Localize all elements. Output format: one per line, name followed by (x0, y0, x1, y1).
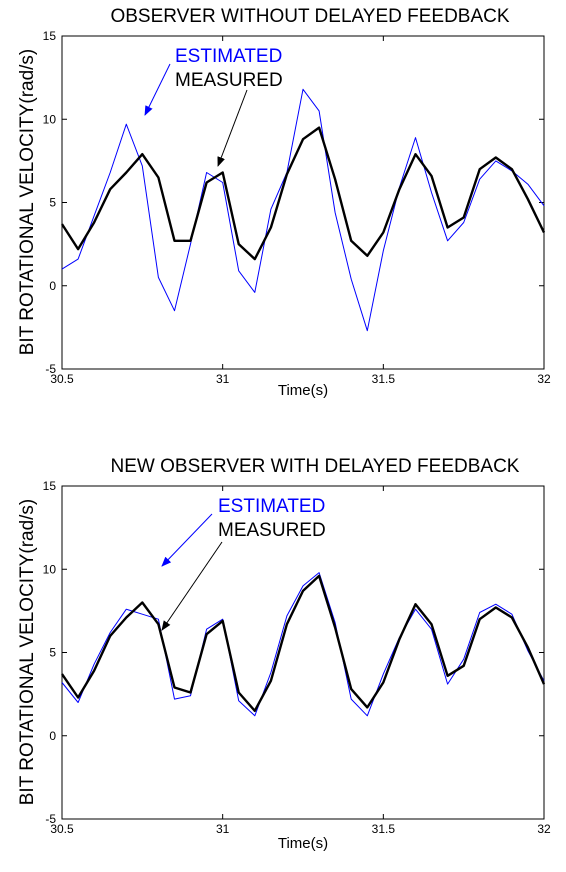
x-tick-label: 31.5 (372, 372, 396, 386)
x-axis-label: Time(s) (278, 382, 328, 399)
arrow-measured (217, 89, 248, 167)
y-axis-label: BIT ROTATIONAL VELOCITY(rad/s) (17, 49, 38, 356)
series-lines (61, 572, 546, 717)
annotation-measured: MEASURED (218, 520, 326, 541)
y-tick-label: 10 (43, 562, 57, 576)
y-tick-label: 15 (43, 479, 57, 493)
series-line-estimated (61, 88, 545, 332)
y-axis-label: BIT ROTATIONAL VELOCITY(rad/s) (17, 499, 38, 806)
x-tick-label: 32 (537, 372, 551, 386)
x-tick-label: 31 (216, 822, 230, 836)
y-tick-label: 10 (43, 112, 57, 126)
x-tick-label: 31.5 (372, 822, 396, 836)
arrow-measured (161, 541, 223, 631)
arrow-estimated (144, 63, 171, 116)
arrow-estimated (161, 513, 213, 567)
plot-area-frame (61, 35, 545, 370)
y-tick-label: 15 (43, 29, 57, 43)
series-lines (60, 88, 546, 332)
y-tick-label: -5 (45, 362, 56, 376)
chart-title: OBSERVER WITHOUT DELAYED FEEDBACK (110, 6, 509, 27)
series-line-measured (60, 126, 546, 261)
series-line-measured (61, 574, 546, 712)
x-tick-label: 30.5 (50, 372, 74, 386)
axis-ticks: 30.5 31 31.5 32 -5 0 5 10 15 (43, 479, 551, 836)
x-tick-label: 30.5 (50, 822, 74, 836)
chart-panel-bottom: NEW OBSERVER WITH DELAYED FEEDBACK BIT R… (17, 456, 551, 852)
y-tick-label: 0 (49, 729, 56, 743)
annotation-measured: MEASURED (175, 70, 283, 91)
chart-title: NEW OBSERVER WITH DELAYED FEEDBACK (111, 456, 520, 477)
x-tick-label: 31 (216, 372, 230, 386)
y-tick-label: 5 (49, 196, 56, 210)
annotation-estimated: ESTIMATED (218, 496, 325, 517)
series-line-estimated (61, 572, 545, 717)
annotation-estimated: ESTIMATED (175, 46, 282, 67)
x-axis-label: Time(s) (278, 835, 328, 852)
y-tick-label: 5 (49, 646, 56, 660)
y-tick-label: -5 (45, 812, 56, 826)
axis-ticks: 30.5 31 31.5 32 -5 0 5 10 15 (43, 29, 551, 386)
y-tick-label: 0 (49, 279, 56, 293)
chart-panel-top: OBSERVER WITHOUT DELAYED FEEDBACK BIT RO… (17, 6, 551, 399)
x-tick-label: 32 (537, 822, 551, 836)
